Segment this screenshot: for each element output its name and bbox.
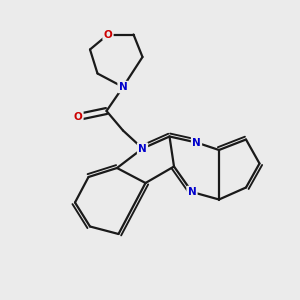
Text: N: N bbox=[118, 82, 127, 92]
Text: N: N bbox=[138, 143, 147, 154]
Text: O: O bbox=[103, 29, 112, 40]
Text: N: N bbox=[192, 137, 201, 148]
Text: O: O bbox=[74, 112, 82, 122]
Text: N: N bbox=[188, 187, 196, 197]
